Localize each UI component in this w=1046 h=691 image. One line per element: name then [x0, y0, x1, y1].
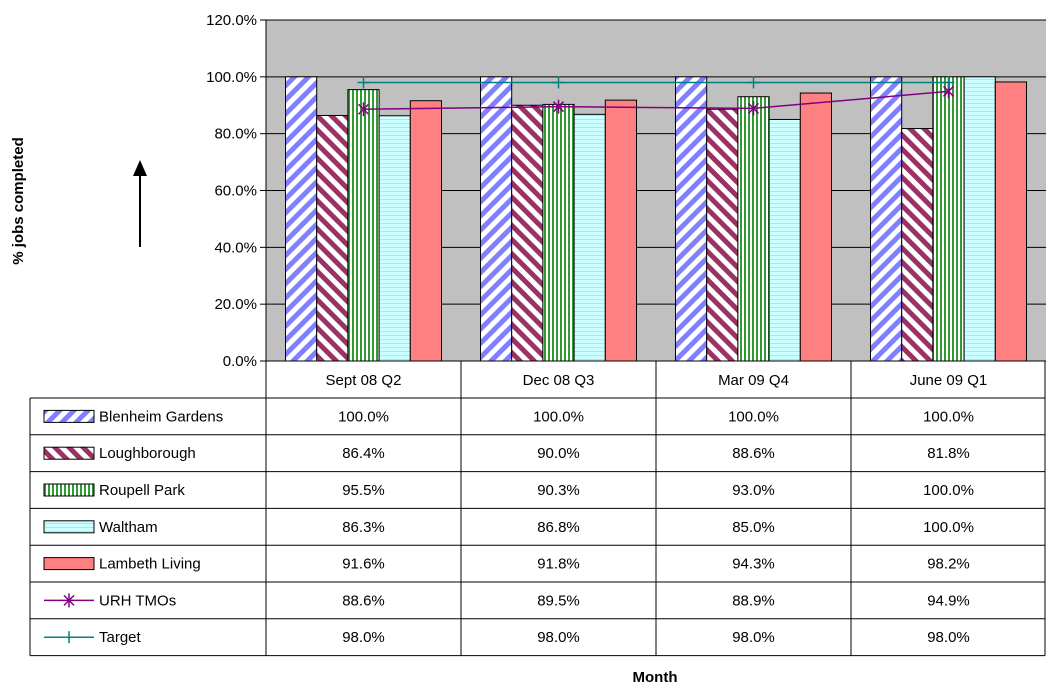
line-series — [357, 76, 955, 117]
data-label: 86.3% — [342, 519, 385, 536]
data-label: 91.6% — [342, 556, 385, 573]
data-label: 89.5% — [537, 592, 580, 609]
y-tick-label: 0.0% — [223, 353, 257, 370]
bar-blenheim-gardens — [285, 76, 318, 362]
bars — [285, 76, 1027, 362]
y-tick-label: 60.0% — [214, 183, 257, 200]
legend-key-urh-tmos — [44, 593, 94, 608]
bar-blenheim-gardens — [480, 76, 513, 362]
point-target — [747, 76, 760, 89]
data-label: 98.2% — [927, 556, 970, 573]
bar-roupell-park — [347, 89, 380, 362]
data-label: 91.8% — [537, 556, 580, 573]
legend-key-loughborough — [43, 446, 95, 460]
bar-blenheim-gardens — [870, 76, 903, 362]
bar-waltham — [768, 118, 801, 362]
bar-roupell-park — [737, 96, 770, 362]
y-tick-label: 100.0% — [206, 69, 257, 86]
bar-waltham — [378, 115, 411, 362]
legend-label-roupell-park: Roupell Park — [99, 482, 185, 499]
data-label: 98.0% — [342, 629, 385, 646]
x-tick-label: Mar 09 Q4 — [718, 372, 789, 389]
y-tick-label: 120.0% — [206, 12, 257, 29]
bar-loughborough — [511, 104, 544, 362]
bar-roupell-park — [542, 103, 575, 362]
bar-lambeth-living — [409, 100, 442, 362]
data-label: 94.9% — [927, 592, 970, 609]
legend-label-target: Target — [99, 629, 142, 646]
data-label: 100.0% — [923, 519, 974, 536]
data-label: 100.0% — [338, 408, 389, 425]
point-urh-tmos — [357, 102, 370, 117]
data-label: 86.8% — [537, 519, 580, 536]
y-tick-label: 80.0% — [214, 126, 257, 143]
bar-lambeth-living — [994, 81, 1027, 362]
legend-key-roupell-park — [43, 483, 95, 497]
line-urh-tmos — [363, 90, 949, 110]
data-label: 90.0% — [537, 445, 580, 462]
data-label: 81.8% — [927, 445, 970, 462]
data-label: 100.0% — [728, 408, 779, 425]
legend-label-blenheim-gardens: Blenheim Gardens — [99, 408, 223, 425]
bar-loughborough — [706, 108, 739, 362]
data-label: 100.0% — [923, 482, 974, 499]
data-label: 88.9% — [732, 592, 775, 609]
bar-blenheim-gardens — [675, 76, 708, 362]
up-arrow-icon — [133, 160, 147, 247]
point-target — [357, 76, 370, 89]
data-label: 86.4% — [342, 445, 385, 462]
data-label: 93.0% — [732, 482, 775, 499]
legend-key-waltham — [43, 520, 95, 534]
bar-lambeth-living — [799, 92, 832, 362]
bar-waltham — [573, 113, 606, 362]
legend-label-loughborough: Loughborough — [99, 445, 196, 462]
point-target — [942, 76, 955, 89]
legend-key-blenheim-gardens — [43, 409, 95, 423]
bar-loughborough — [901, 128, 934, 362]
x-tick-label: June 09 Q1 — [910, 372, 988, 389]
data-label: 100.0% — [533, 408, 584, 425]
legend-label-urh-tmos: URH TMOs — [99, 592, 176, 609]
data-label: 100.0% — [923, 408, 974, 425]
y-axis-title: % jobs completed — [10, 137, 27, 265]
data-label: 98.0% — [927, 629, 970, 646]
data-label: 88.6% — [342, 592, 385, 609]
data-label: 88.6% — [732, 445, 775, 462]
x-tick-label: Dec 08 Q3 — [523, 372, 595, 389]
bar-waltham — [963, 76, 996, 362]
legend-label-waltham: Waltham — [99, 519, 158, 536]
bar-loughborough — [316, 114, 349, 362]
data-label: 85.0% — [732, 519, 775, 536]
data-table: Sept 08 Q2 Dec 08 Q3 Mar 09 Q4 June 09 Q1 Bl… — [29, 360, 1046, 657]
y-tick-label: 40.0% — [214, 239, 257, 256]
bar-roupell-park — [932, 76, 965, 362]
data-label: 90.3% — [537, 482, 580, 499]
x-tick-label: Sept 08 Q2 — [326, 372, 402, 389]
data-label: 94.3% — [732, 556, 775, 573]
point-target — [552, 76, 565, 89]
legend-key-target — [44, 631, 94, 644]
y-tick-label: 20.0% — [214, 296, 257, 313]
legend-label-lambeth-living: Lambeth Living — [99, 556, 201, 573]
point-urh-tmos — [552, 99, 565, 114]
y-axis: 0.0% 20.0% 40.0% 60.0% 80.0% 100.0% 120.0% — [206, 12, 267, 370]
x-axis-title: Month — [633, 669, 678, 686]
legend-key-lambeth-living — [43, 557, 95, 571]
data-label: 95.5% — [342, 482, 385, 499]
point-urh-tmos — [747, 101, 760, 116]
data-label: 98.0% — [537, 629, 580, 646]
bar-lambeth-living — [604, 99, 637, 362]
data-label: 98.0% — [732, 629, 775, 646]
